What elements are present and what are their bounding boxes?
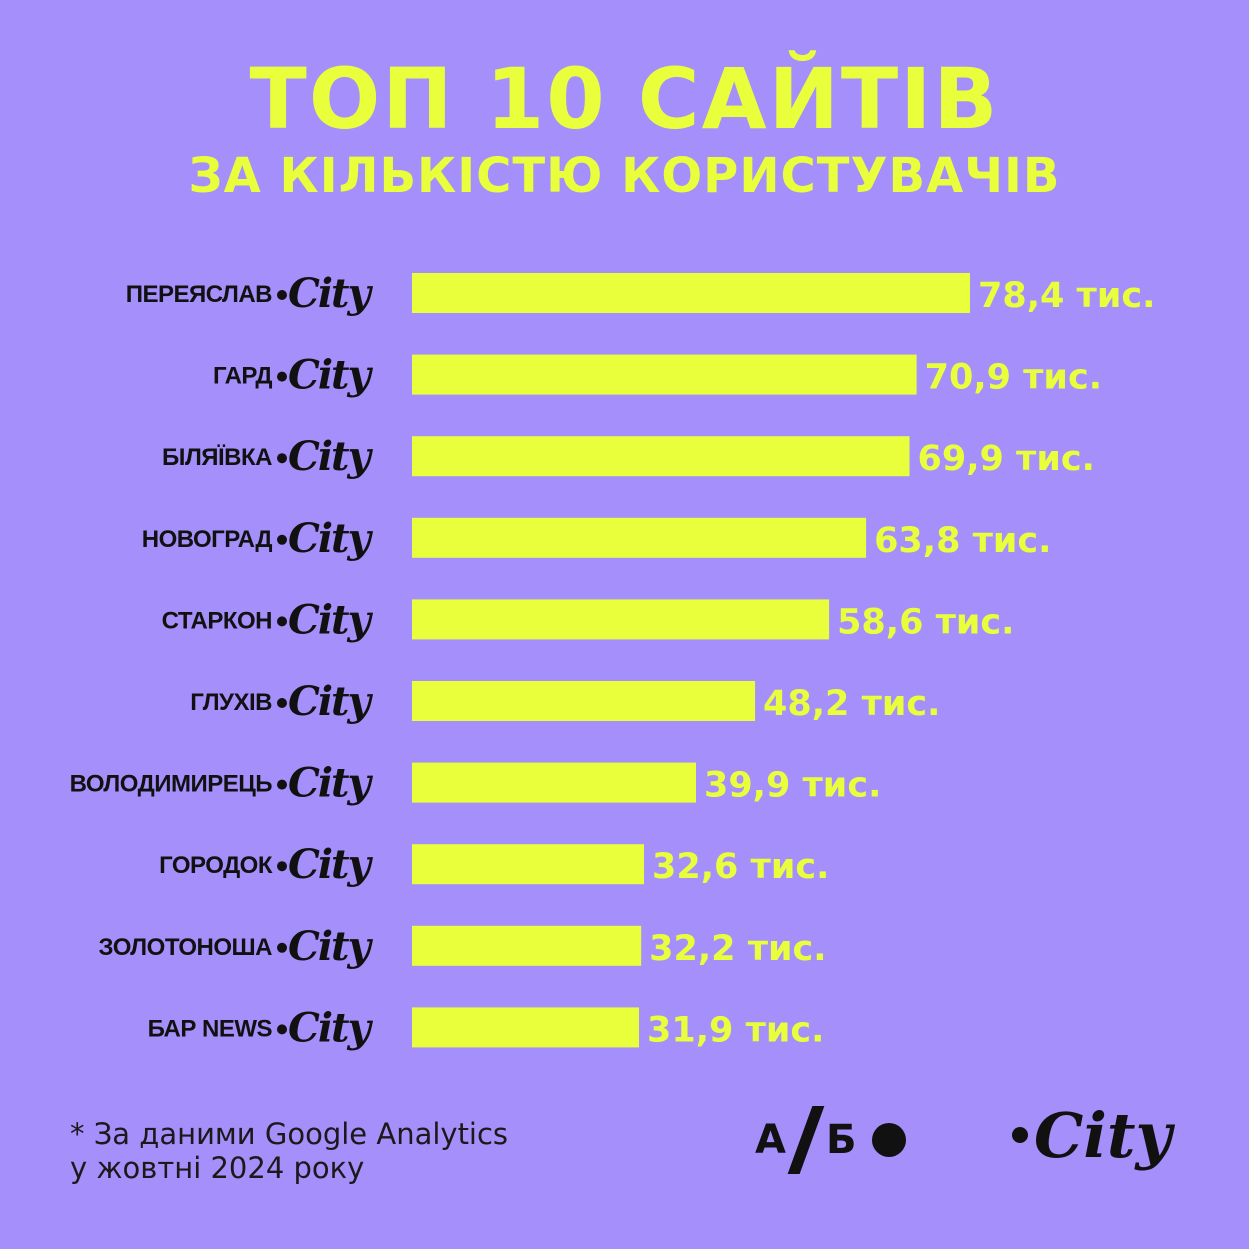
- city-dot: [277, 779, 287, 790]
- category-label: ПЕРЕЯСЛАВ: [126, 281, 272, 308]
- city-dot: [277, 861, 287, 872]
- bar-row: ЗОЛОТОНОША City 32,2 тис.: [99, 923, 827, 970]
- bar-row: ГАРД City 70,9 тис.: [213, 352, 1102, 399]
- city-wordmark: City: [288, 678, 374, 725]
- city-dot: [277, 616, 287, 627]
- bar: [412, 1007, 640, 1048]
- bar-row: НОВОГРАД City 63,8 тис.: [142, 515, 1052, 562]
- category-label: БІЛЯЇВКА: [162, 444, 272, 471]
- ab-logo-slash: [787, 1106, 825, 1174]
- city-wordmark: City: [288, 760, 374, 807]
- value-label: 70,9 тис.: [925, 358, 1102, 398]
- value-label: 32,6 тис.: [652, 847, 829, 887]
- bar: [412, 925, 642, 966]
- footnote-line-1: * За даними Google Analytics: [70, 1117, 509, 1151]
- city-logo-dot: [1012, 1127, 1028, 1143]
- bar: [412, 354, 917, 395]
- ab-logo-letter-b: Б: [825, 1117, 857, 1163]
- bar-row: БІЛЯЇВКА City 69,9 тис.: [162, 433, 1095, 480]
- bar: [412, 681, 756, 721]
- city-wordmark: City: [288, 515, 374, 562]
- city-dot: [277, 698, 287, 708]
- city-wordmark: City: [288, 596, 374, 643]
- city-logo-text: City: [1034, 1098, 1172, 1172]
- city-wordmark: City: [288, 352, 374, 399]
- city-wordmark: City: [288, 433, 374, 480]
- bar-row: ПЕРЕЯСЛАВ City 78,4 тис.: [126, 270, 1156, 317]
- city-wordmark: City: [288, 270, 374, 317]
- bar: [412, 599, 830, 640]
- category-label: ЗОЛОТОНОША: [99, 934, 273, 961]
- value-label: 63,8 тис.: [874, 521, 1051, 561]
- bar: [412, 517, 867, 558]
- category-label: НОВОГРАД: [142, 526, 273, 553]
- ab-logo: А Б: [755, 1105, 907, 1175]
- bar-row: СТАРКОН City 58,6 тис.: [162, 596, 1015, 643]
- value-label: 48,2 тис.: [763, 684, 940, 724]
- category-label: ВОЛОДИМИРЕЦЬ: [70, 771, 273, 798]
- city-dot: [277, 942, 287, 953]
- bar-row: ВОЛОДИМИРЕЦЬ City 39,9 тис.: [70, 760, 882, 807]
- category-label: БАР NEWS: [148, 1015, 273, 1042]
- value-label: 78,4 тис.: [978, 276, 1155, 316]
- category-label: ГЛУХІВ: [190, 689, 272, 716]
- city-dot: [277, 1024, 287, 1035]
- chart-subtitle: ЗА КІЛЬКІСТЮ КОРИСТУВАЧІВ: [188, 148, 1061, 204]
- ab-logo-dot: [872, 1123, 907, 1157]
- city-logo: City: [1012, 1095, 1172, 1175]
- city-wordmark: City: [288, 923, 374, 970]
- city-wordmark: City: [288, 1004, 374, 1051]
- bar-row: БАР NEWS City 31,9 тис.: [148, 1004, 825, 1051]
- value-label: 31,9 тис.: [647, 1010, 824, 1050]
- bar: [412, 844, 645, 885]
- city-dot: [277, 534, 287, 545]
- category-label: СТАРКОН: [162, 607, 272, 634]
- category-label: ГАРД: [213, 363, 272, 390]
- city-dot: [277, 371, 287, 382]
- ab-logo-letter-a: А: [755, 1117, 786, 1163]
- value-label: 58,6 тис.: [837, 602, 1014, 642]
- bar-row: ГЛУХІВ City 48,2 тис.: [190, 678, 940, 725]
- category-label: ГОРОДОК: [159, 852, 273, 879]
- footnote-line-2: у жовтні 2024 року: [70, 1151, 365, 1185]
- footnote: * За даними Google Analytics у жовтні 20…: [70, 1117, 508, 1185]
- value-label: 69,9 тис.: [918, 439, 1095, 479]
- city-dot: [277, 290, 287, 300]
- bar: [412, 273, 970, 313]
- bar: [412, 436, 910, 477]
- bar: [412, 762, 696, 803]
- value-label: 39,9 тис.: [704, 766, 881, 806]
- city-wordmark: City: [288, 841, 374, 888]
- chart-title: ТОП 10 САЙТІВ: [249, 50, 1000, 148]
- value-label: 32,2 тис.: [649, 929, 826, 969]
- bar-row: ГОРОДОК City 32,6 тис.: [159, 841, 829, 888]
- city-dot: [277, 453, 287, 464]
